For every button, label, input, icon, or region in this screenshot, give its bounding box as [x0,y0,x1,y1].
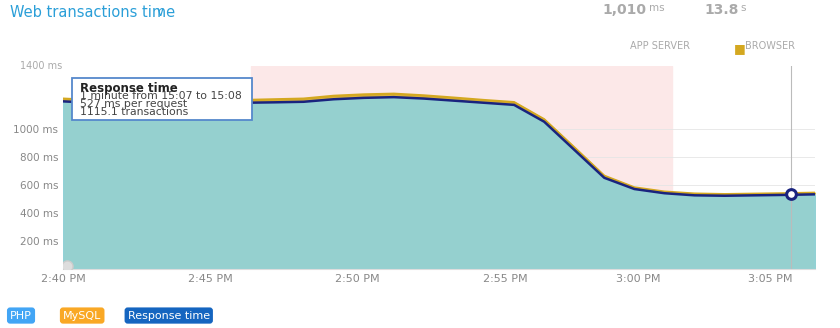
Text: MySQL: MySQL [63,311,102,320]
Text: 1115.1 transactions: 1115.1 transactions [80,107,188,117]
Text: s: s [741,3,747,13]
Text: 1400 ms: 1400 ms [20,61,62,71]
Text: 527 ms per request: 527 ms per request [80,99,186,109]
Text: Response time: Response time [80,82,177,95]
Text: Web transactions time: Web transactions time [10,5,176,20]
Text: ■: ■ [734,42,746,55]
Text: BROWSER: BROWSER [745,41,795,51]
Text: PHP: PHP [10,311,32,320]
Text: 1 minute from 15:07 to 15:08: 1 minute from 15:07 to 15:08 [80,91,241,101]
FancyBboxPatch shape [72,78,253,120]
Text: Response time: Response time [128,311,210,320]
Text: 1,010: 1,010 [603,3,647,17]
Text: ms: ms [649,3,665,13]
Text: 13.8: 13.8 [705,3,739,17]
Bar [251,66,672,269]
Text: ∨: ∨ [155,6,165,19]
Text: APP SERVER: APP SERVER [630,41,690,51]
